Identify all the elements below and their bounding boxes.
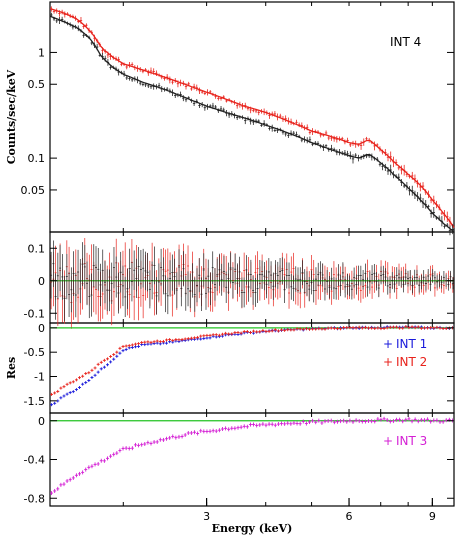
model-line-1 [49, 15, 455, 233]
int12-ytick-label: -1 [34, 371, 45, 384]
x-tick-label: 9 [429, 510, 436, 523]
x-tick-label: 6 [346, 510, 353, 523]
panel-residuals-frame [49, 231, 455, 324]
panel-int12: -1.5 -1 -0.5 0 [24, 322, 454, 413]
panel-spectrum: 0.05 0.1 0.5 1 [21, 2, 455, 236]
int3-ytick-label: -0.4 [24, 454, 45, 467]
spectrum-ytick-label: 1 [38, 46, 45, 59]
int3-ytick-label: -0.8 [24, 492, 45, 505]
residuals-ytick-label: -0.1 [24, 307, 45, 320]
annotation-int4: INT 4 [390, 35, 421, 49]
residuals-ytick-label: 0 [38, 275, 45, 288]
int3-ytick-label: 0 [38, 415, 45, 428]
panel-int12-frame [49, 322, 455, 414]
residuals-ytick-label: 0.1 [28, 242, 46, 255]
panel-int3-frame [49, 412, 455, 507]
int12-ytick-label: -1.5 [24, 395, 45, 408]
legend-int1-marker: + [383, 337, 393, 351]
x-axis-label: Energy (keV) [212, 522, 293, 535]
legend-int2-marker: + [383, 355, 393, 369]
int12-ytick-label: 0 [38, 322, 45, 335]
spectrum-ylabel: Counts/sec/keV [5, 69, 18, 164]
panel-int3: -0.8 -0.4 0 3 6 9 [24, 413, 454, 523]
res-ylabel: Res [5, 357, 18, 379]
legend-int1: + INT 1 [383, 337, 427, 351]
legend-int2-label: INT 2 [396, 355, 427, 369]
int12-ytick-label: -0.5 [24, 346, 45, 359]
legend-int3-label: INT 3 [396, 434, 427, 448]
model-line-0 [49, 7, 455, 228]
panel-residuals: -0.1 0 0.1 [24, 232, 454, 329]
spectrum-ytick-label: 0.5 [28, 78, 46, 91]
legend-int2: + INT 2 [383, 355, 427, 369]
legend-int3: + INT 3 [383, 434, 427, 448]
x-tick-label: 3 [203, 510, 210, 523]
legend-int1-label: INT 1 [396, 337, 427, 351]
spectrum-ytick-label: 0.1 [28, 152, 46, 165]
spectrum-ytick-label: 0.05 [21, 184, 46, 197]
legend-int3-marker: + [383, 434, 393, 448]
